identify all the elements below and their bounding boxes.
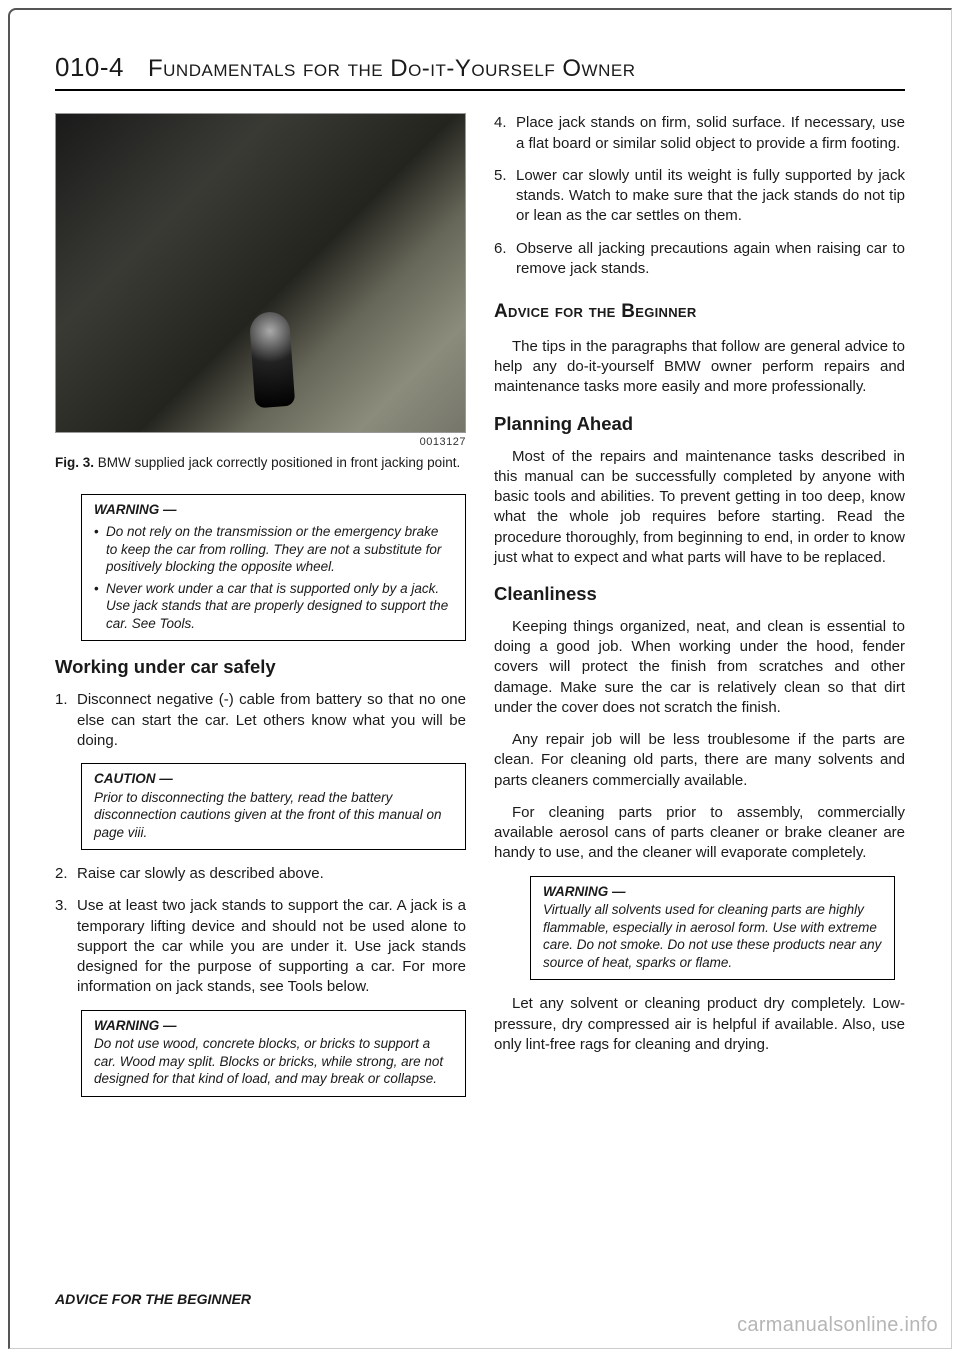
figure-id: 0013127 (55, 435, 466, 450)
step-text: Lower car slowly until its weight is ful… (516, 167, 905, 225)
right-column: 4.Place jack stands on firm, solid surfa… (494, 113, 905, 1110)
warning-item: Do not rely on the transmission or the e… (94, 523, 453, 576)
step-item: 5.Lower car slowly until its weight is f… (494, 166, 905, 227)
figure-label: Fig. 3. (55, 455, 94, 470)
step-text: Disconnect negative (-) cable from batte… (77, 691, 466, 749)
warning-text: Virtually all solvents used for cleaning… (543, 901, 882, 971)
clean-paragraph: For cleaning parts prior to assembly, co… (494, 803, 905, 864)
figure-caption-text: BMW supplied jack correctly positioned i… (98, 455, 460, 470)
warning-box-1: WARNING — Do not rely on the transmissio… (81, 494, 466, 641)
caution-text: Prior to disconnecting the battery, read… (94, 789, 453, 842)
step-text: Observe all jacking precautions again wh… (516, 240, 905, 277)
step-text: Place jack stands on firm, solid surface… (516, 114, 905, 151)
page-title: Fundamentals for the Do-it-Yourself Owne… (148, 53, 635, 85)
warning-box-2: WARNING — Do not use wood, concrete bloc… (81, 1010, 466, 1097)
clean-paragraph: Any repair job will be less troublesome … (494, 730, 905, 791)
warning-title: WARNING — (94, 1017, 453, 1035)
steps-list: 4.Place jack stands on firm, solid surfa… (494, 113, 905, 279)
left-column: 0013127 Fig. 3. BMW supplied jack correc… (55, 113, 466, 1110)
heading-cleanliness: Cleanliness (494, 582, 905, 607)
step-text: Raise car slowly as described above. (77, 865, 324, 882)
step-item: 1.Disconnect negative (-) cable from bat… (55, 690, 466, 751)
step-text: Use at least two jack stands to support … (77, 897, 466, 995)
heading-working-under-car: Working under car safely (55, 655, 466, 680)
step-item: 4.Place jack stands on firm, solid surfa… (494, 113, 905, 154)
heading-advice-beginner: Advice for the Beginner (494, 299, 905, 325)
clean-paragraph: Keeping things organized, neat, and clea… (494, 617, 905, 718)
caution-title: CAUTION — (94, 770, 453, 788)
warning-title: WARNING — (543, 883, 882, 901)
figure-photo (55, 113, 466, 433)
page-number: 010-4 (55, 50, 124, 85)
content-columns: 0013127 Fig. 3. BMW supplied jack correc… (55, 113, 905, 1110)
warning-title: WARNING — (94, 501, 453, 519)
steps-list: 2.Raise car slowly as described above. 3… (55, 864, 466, 998)
watermark: carmanualsonline.info (737, 1312, 938, 1339)
step-item: 6.Observe all jacking precautions again … (494, 239, 905, 280)
footer-section-title: ADVICE FOR THE BEGINNER (55, 1290, 251, 1309)
step-item: 2.Raise car slowly as described above. (55, 864, 466, 884)
warning-text: Do not use wood, concrete blocks, or bri… (94, 1035, 453, 1088)
steps-list: 1.Disconnect negative (-) cable from bat… (55, 690, 466, 751)
clean-paragraph: Let any solvent or cleaning product dry … (494, 994, 905, 1055)
heading-planning-ahead: Planning Ahead (494, 412, 905, 437)
figure-caption: Fig. 3. BMW supplied jack correctly posi… (55, 454, 466, 472)
planning-paragraph: Most of the repairs and maintenance task… (494, 447, 905, 569)
intro-paragraph: The tips in the paragraphs that follow a… (494, 337, 905, 398)
warning-box-3: WARNING — Virtually all solvents used fo… (530, 876, 895, 981)
step-item: 3.Use at least two jack stands to suppor… (55, 896, 466, 997)
caution-box-1: CAUTION — Prior to disconnecting the bat… (81, 763, 466, 850)
page-header: 010-4 Fundamentals for the Do-it-Yoursel… (55, 50, 905, 91)
warning-item: Never work under a car that is supported… (94, 580, 453, 633)
